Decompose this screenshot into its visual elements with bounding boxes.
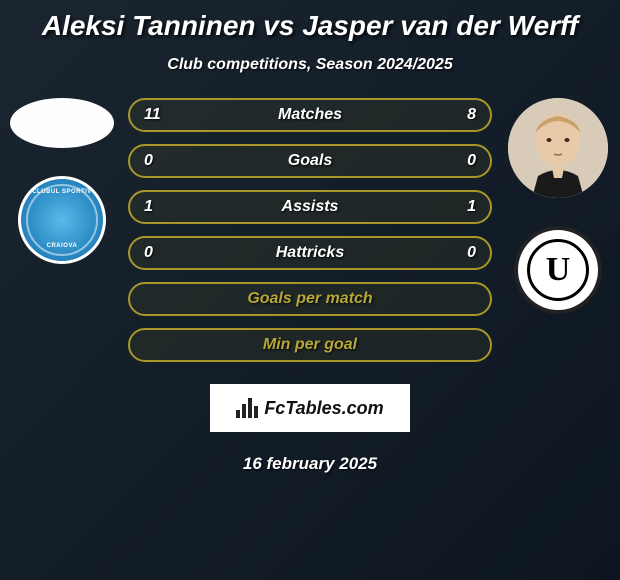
player-b-photo (508, 98, 608, 198)
stat-value-b: 8 (448, 106, 476, 124)
brand-logo[interactable]: FcTables.com (210, 384, 410, 432)
player-a-column: CLUBUL SPORTIV CRAIOVA (8, 98, 116, 264)
player-b-club-badge: U (514, 226, 602, 314)
stat-value-a: 1 (144, 198, 172, 216)
snapshot-date: 16 february 2025 (128, 454, 492, 474)
stat-label: Goals (172, 152, 448, 170)
stat-label: Goals per match (172, 290, 448, 308)
stat-value-a: 0 (144, 152, 172, 170)
club-a-label-top: CLUBUL SPORTIV (32, 189, 92, 195)
stat-row-matches: 11 Matches 8 (128, 98, 492, 132)
stat-value-b: 1 (448, 198, 476, 216)
brand-bars-icon (236, 398, 258, 418)
club-b-letter-icon: U (546, 251, 571, 289)
stat-row-goals: 0 Goals 0 (128, 144, 492, 178)
stats-column: 11 Matches 8 0 Goals 0 1 Assists 1 0 Hat… (128, 98, 492, 474)
stat-value-b: 0 (448, 244, 476, 262)
stat-label: Hattricks (172, 244, 448, 262)
stat-row-assists: 1 Assists 1 (128, 190, 492, 224)
player-a-club-badge: CLUBUL SPORTIV CRAIOVA (18, 176, 106, 264)
comparison-card: Aleksi Tanninen vs Jasper van der Werff … (0, 0, 620, 484)
brand-text: FcTables.com (264, 398, 383, 419)
stat-value-a: 11 (144, 106, 172, 124)
stat-label: Assists (172, 198, 448, 216)
stat-row-hattricks: 0 Hattricks 0 (128, 236, 492, 270)
club-a-label-bottom: CRAIOVA (47, 243, 78, 249)
stat-row-goals-per-match: Goals per match (128, 282, 492, 316)
club-b-inner-ring: U (527, 239, 589, 301)
player-b-column: U (504, 98, 612, 314)
page-title: Aleksi Tanninen vs Jasper van der Werff (8, 10, 612, 42)
player-b-face-icon (508, 98, 608, 198)
stat-label: Min per goal (172, 336, 448, 354)
subtitle: Club competitions, Season 2024/2025 (8, 56, 612, 74)
stat-value-b: 0 (448, 152, 476, 170)
stat-value-a: 0 (144, 244, 172, 262)
player-a-photo (10, 98, 114, 148)
stat-row-min-per-goal: Min per goal (128, 328, 492, 362)
main-row: CLUBUL SPORTIV CRAIOVA 11 Matches 8 0 Go… (8, 98, 612, 474)
stat-label: Matches (172, 106, 448, 124)
